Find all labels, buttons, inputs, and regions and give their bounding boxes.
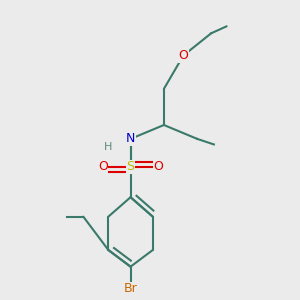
Text: O: O (98, 160, 108, 173)
Text: H: H (104, 142, 112, 152)
Text: Br: Br (124, 282, 137, 296)
Text: N: N (126, 132, 135, 146)
Text: H: H (103, 141, 113, 154)
Text: O: O (153, 160, 163, 173)
Text: S: S (127, 160, 135, 173)
Text: O: O (178, 49, 188, 62)
